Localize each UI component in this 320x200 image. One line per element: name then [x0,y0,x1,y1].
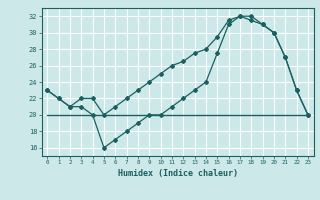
X-axis label: Humidex (Indice chaleur): Humidex (Indice chaleur) [118,169,237,178]
